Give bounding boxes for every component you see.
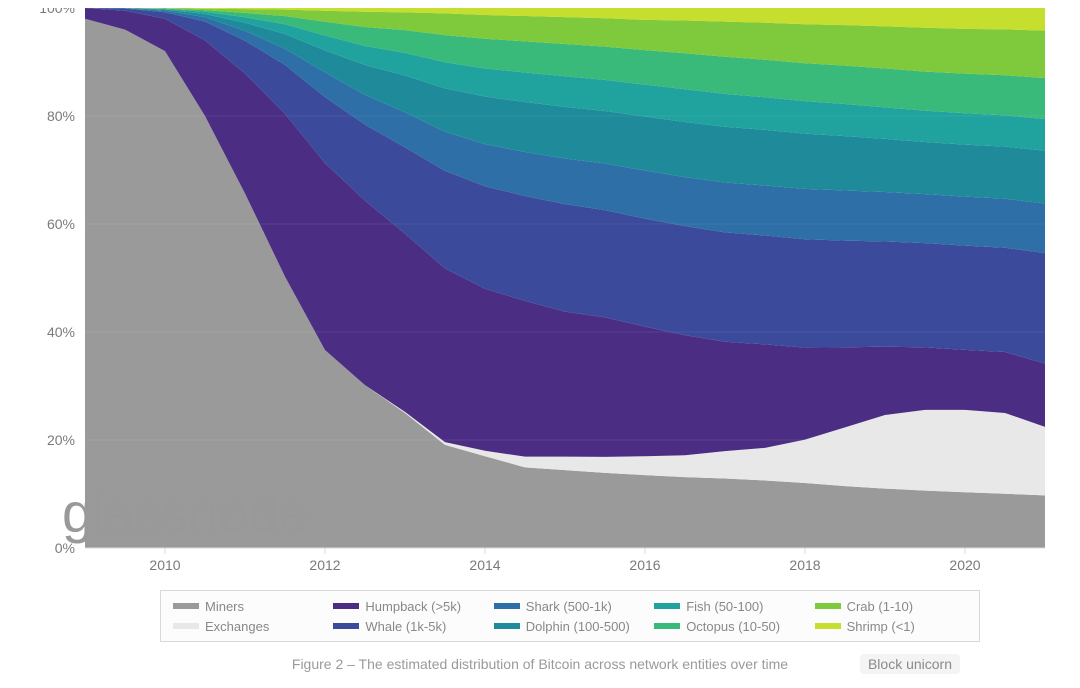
legend-item-dolphin[interactable]: Dolphin (100-500) xyxy=(494,619,646,634)
legend-swatch xyxy=(494,623,520,629)
legend-item-shark[interactable]: Shark (500-1k) xyxy=(494,599,646,614)
svg-text:2016: 2016 xyxy=(629,557,660,573)
legend-label: Octopus (10-50) xyxy=(686,619,780,634)
legend-swatch xyxy=(494,603,520,609)
legend-label: Exchanges xyxy=(205,619,269,634)
legend-swatch xyxy=(333,623,359,629)
legend-item-humpback[interactable]: Humpback (>5k) xyxy=(333,599,485,614)
legend-label: Crab (1-10) xyxy=(847,599,913,614)
legend-item-crab[interactable]: Crab (1-10) xyxy=(815,599,967,614)
svg-text:40%: 40% xyxy=(47,324,75,340)
legend-swatch xyxy=(654,603,680,609)
legend-item-miners[interactable]: Miners xyxy=(173,599,325,614)
svg-text:2014: 2014 xyxy=(469,557,500,573)
legend-item-shrimp[interactable]: Shrimp (<1) xyxy=(815,619,967,634)
figure-wrap: 0% 20% 40% 60% 80% 100% 2010 2012 2014 2016 2018 20… xyxy=(0,0,1080,688)
svg-text:2010: 2010 xyxy=(149,557,180,573)
legend-swatch xyxy=(654,623,680,629)
legend-swatch xyxy=(173,603,199,609)
svg-text:2018: 2018 xyxy=(789,557,820,573)
legend-label: Dolphin (100-500) xyxy=(526,619,630,634)
chart-area: 0% 20% 40% 60% 80% 100% 2010 2012 2014 2016 2018 20… xyxy=(35,8,1055,578)
legend: Miners Humpback (>5k) Shark (500-1k) Fish (… xyxy=(160,590,980,642)
legend-label: Whale (1k-5k) xyxy=(365,619,446,634)
legend-item-octopus[interactable]: Octopus (10-50) xyxy=(654,619,806,634)
legend-label: Humpback (>5k) xyxy=(365,599,461,614)
svg-text:100%: 100% xyxy=(39,8,75,16)
legend-item-fish[interactable]: Fish (50-100) xyxy=(654,599,806,614)
legend-swatch xyxy=(815,623,841,629)
legend-swatch xyxy=(815,603,841,609)
legend-label: Shrimp (<1) xyxy=(847,619,915,634)
svg-text:0%: 0% xyxy=(55,540,75,556)
svg-text:20%: 20% xyxy=(47,432,75,448)
legend-swatch xyxy=(333,603,359,609)
svg-text:80%: 80% xyxy=(47,108,75,124)
legend-item-exchanges[interactable]: Exchanges xyxy=(173,619,325,634)
svg-text:2012: 2012 xyxy=(309,557,340,573)
svg-text:2020: 2020 xyxy=(949,557,980,573)
source-badge: Block unicorn xyxy=(860,654,960,674)
stacked-area-chart: 0% 20% 40% 60% 80% 100% 2010 2012 2014 2016 2018 20… xyxy=(35,8,1055,578)
legend-label: Fish (50-100) xyxy=(686,599,763,614)
legend-label: Miners xyxy=(205,599,244,614)
legend-item-whale[interactable]: Whale (1k-5k) xyxy=(333,619,485,634)
legend-swatch xyxy=(173,623,199,629)
svg-text:60%: 60% xyxy=(47,216,75,232)
legend-label: Shark (500-1k) xyxy=(526,599,612,614)
